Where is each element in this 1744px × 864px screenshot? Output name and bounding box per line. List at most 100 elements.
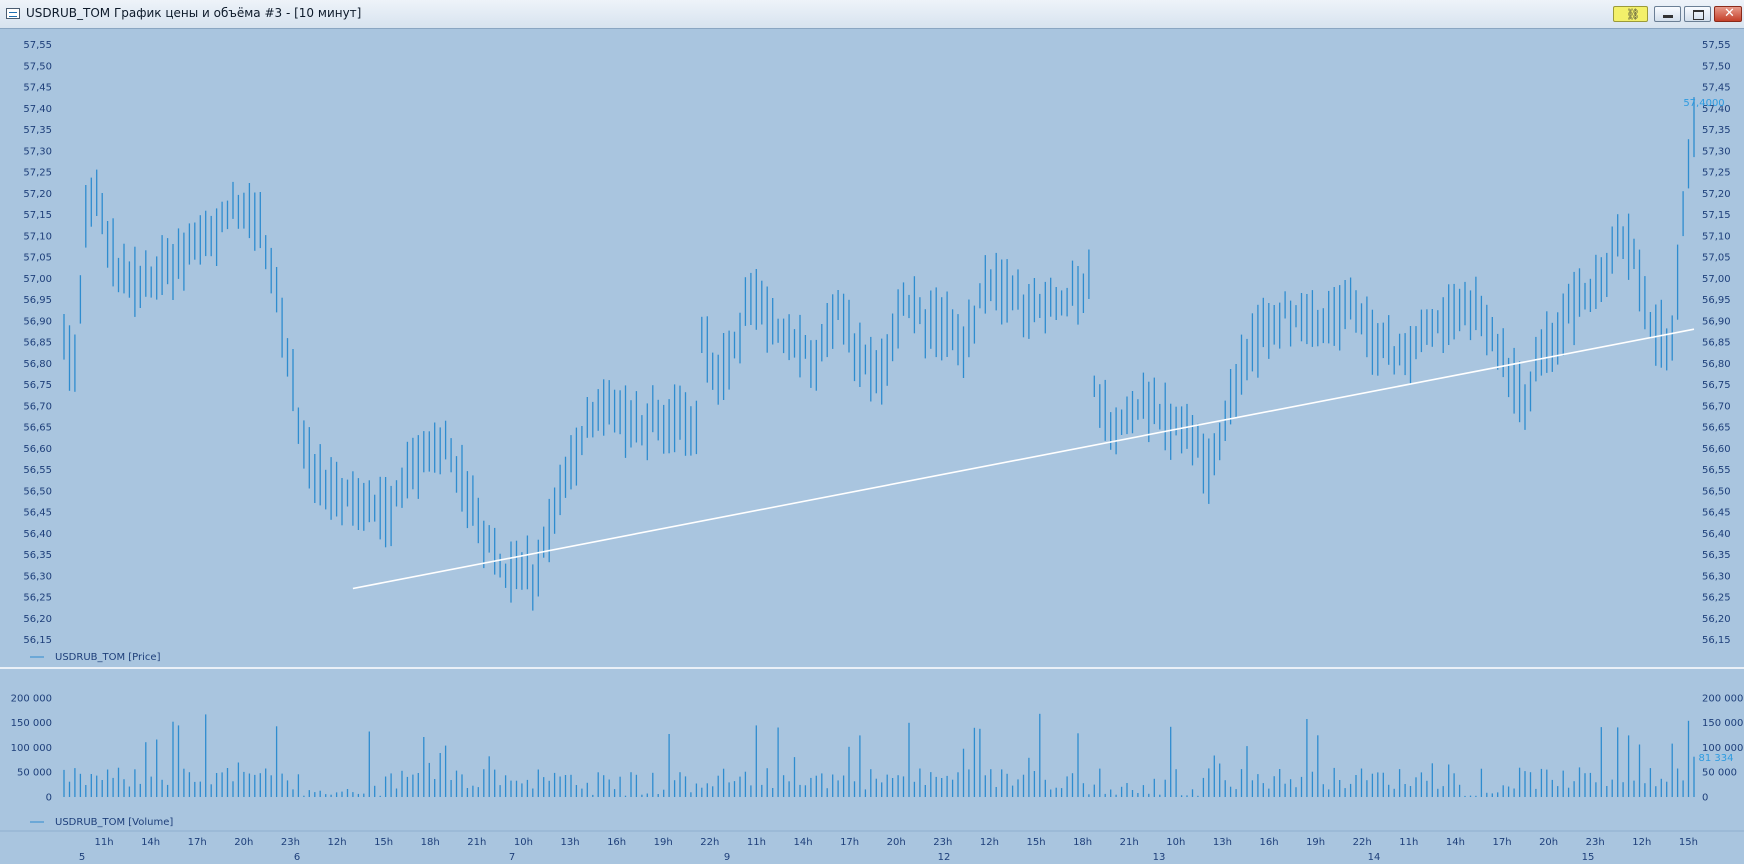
time-day-label: 13 (1153, 852, 1166, 863)
price-tick-label-right: 56,95 (1702, 295, 1731, 306)
close-icon: ✕ (1724, 6, 1735, 21)
price-tick-label-left: 57,00 (23, 274, 52, 285)
price-tick-label-right: 56,80 (1702, 359, 1731, 370)
volume-tick-label-right: 200 000 (1702, 693, 1743, 704)
price-tick-label-left: 57,35 (23, 125, 52, 136)
price-tick-label-right: 56,70 (1702, 401, 1731, 412)
price-axis-left: 57,55 57,50 57,45 57,40 57,35 57,30 57,25 57,20… (23, 40, 52, 646)
trend-line[interactable] (352, 328, 1695, 590)
price-tick-label-right: 56,35 (1702, 550, 1731, 561)
price-tick-label-left: 56,95 (23, 295, 52, 306)
volume-current-value-label: 81 334 (1699, 753, 1734, 764)
time-day-label: 9 (724, 852, 730, 863)
time-hour-label: 10h (514, 837, 533, 848)
price-tick-label-right: 56,75 (1702, 380, 1731, 391)
price-tick-label-right: 56,40 (1702, 529, 1731, 540)
price-tick-label-right: 57,55 (1702, 40, 1731, 51)
time-hour-label: 15h (1679, 837, 1698, 848)
time-hour-label: 12h (327, 837, 346, 848)
maximize-icon (1693, 10, 1704, 20)
price-pane[interactable] (63, 97, 1695, 611)
minimize-button[interactable] (1654, 6, 1681, 22)
time-axis: 11h 14h 17h 20h 23h 12h 15h 18h 21h 10h 13h 16h 19h 2… (79, 837, 1698, 863)
price-tick-label-left: 56,80 (23, 359, 52, 370)
time-hour-label: 17h (840, 837, 859, 848)
price-tick-label-right: 56,90 (1702, 316, 1731, 327)
volume-tick-label-left: 150 000 (11, 718, 52, 729)
time-hour-label: 20h (234, 837, 253, 848)
time-day-label: 6 (294, 852, 300, 863)
chart-area[interactable]: 57,55 57,50 57,45 57,40 57,35 57,30 57,25 57,20… (0, 28, 1744, 864)
time-hour-label: 15h (1026, 837, 1045, 848)
price-tick-label-left: 56,40 (23, 529, 52, 540)
volume-pane[interactable] (63, 713, 1695, 797)
price-tick-label-left: 57,50 (23, 61, 52, 72)
price-legend-label: USDRUB_TOM [Price] (55, 652, 161, 663)
price-tick-label-left: 57,10 (23, 231, 52, 242)
time-hour-label: 11h (94, 837, 113, 848)
time-hour-label: 11h (747, 837, 766, 848)
time-day-label: 7 (509, 852, 515, 863)
time-hour-label: 14h (793, 837, 812, 848)
title-bar[interactable]: USDRUB_TOM График цены и объёма #3 - [10… (0, 0, 1744, 29)
volume-tick-label-left: 200 000 (11, 693, 52, 704)
price-tick-label-left: 56,35 (23, 550, 52, 561)
price-tick-label-left: 57,30 (23, 146, 52, 157)
time-hour-label: 14h (1446, 837, 1465, 848)
maximize-button[interactable] (1684, 6, 1711, 22)
price-tick-label-left: 56,30 (23, 571, 52, 582)
price-tick-label-left: 56,65 (23, 423, 52, 434)
time-hour-label: 23h (933, 837, 952, 848)
volume-legend-label: USDRUB_TOM [Volume] (55, 817, 173, 828)
time-hour-label: 16h (607, 837, 626, 848)
volume-tick-label-right: 150 000 (1702, 718, 1743, 729)
price-tick-label-right: 57,35 (1702, 125, 1731, 136)
time-hour-label: 17h (188, 837, 207, 848)
volume-tick-label-left: 100 000 (11, 743, 52, 754)
price-tick-label-right: 56,85 (1702, 338, 1731, 349)
volume-tick-label-right: 0 (1702, 793, 1708, 804)
close-button[interactable]: ✕ (1714, 6, 1742, 22)
time-hour-label: 19h (1306, 837, 1325, 848)
price-tick-label-left: 57,25 (23, 168, 52, 179)
price-tick-label-right: 56,65 (1702, 423, 1731, 434)
time-hour-label: 13h (1213, 837, 1232, 848)
volume-legend: USDRUB_TOM [Volume] (30, 817, 173, 828)
price-tick-label-left: 56,60 (23, 444, 52, 455)
price-tick-label-left: 56,90 (23, 316, 52, 327)
price-tick-label-right: 56,15 (1702, 635, 1731, 646)
price-tick-label-left: 56,85 (23, 338, 52, 349)
volume-tick-label-left: 50 000 (17, 768, 52, 779)
window-title: USDRUB_TOM График цены и объёма #3 - [10… (26, 6, 362, 20)
time-hour-label: 11h (1399, 837, 1418, 848)
minimize-icon (1663, 15, 1673, 18)
price-tick-label-left: 57,20 (23, 189, 52, 200)
time-hour-label: 18h (421, 837, 440, 848)
time-hour-label: 23h (281, 837, 300, 848)
price-tick-label-right: 57,05 (1702, 253, 1731, 264)
time-hour-label: 17h (1492, 837, 1511, 848)
chain-link-icon: ⛓ (1626, 8, 1640, 21)
time-hour-label: 22h (700, 837, 719, 848)
time-hour-label: 21h (1120, 837, 1139, 848)
time-hour-label: 10h (1166, 837, 1185, 848)
price-tick-label-right: 57,45 (1702, 83, 1731, 94)
time-hour-label: 19h (654, 837, 673, 848)
price-tick-label-left: 56,45 (23, 508, 52, 519)
price-tick-label-left: 56,15 (23, 635, 52, 646)
price-tick-label-left: 56,50 (23, 486, 52, 497)
price-tick-label-left: 57,15 (23, 210, 52, 221)
price-tick-label-right: 56,55 (1702, 465, 1731, 476)
price-tick-label-right: 56,20 (1702, 614, 1731, 625)
time-hour-label: 21h (467, 837, 486, 848)
price-tick-label-right: 57,15 (1702, 210, 1731, 221)
volume-tick-label-right: 50 000 (1702, 768, 1737, 779)
price-tick-label-left: 56,25 (23, 593, 52, 604)
price-tick-label-right: 56,30 (1702, 571, 1731, 582)
time-hour-label: 20h (887, 837, 906, 848)
time-hour-label: 13h (560, 837, 579, 848)
chart-app-icon[interactable] (6, 8, 20, 19)
time-hour-label: 15h (374, 837, 393, 848)
link-button[interactable]: ⛓ (1613, 6, 1648, 22)
